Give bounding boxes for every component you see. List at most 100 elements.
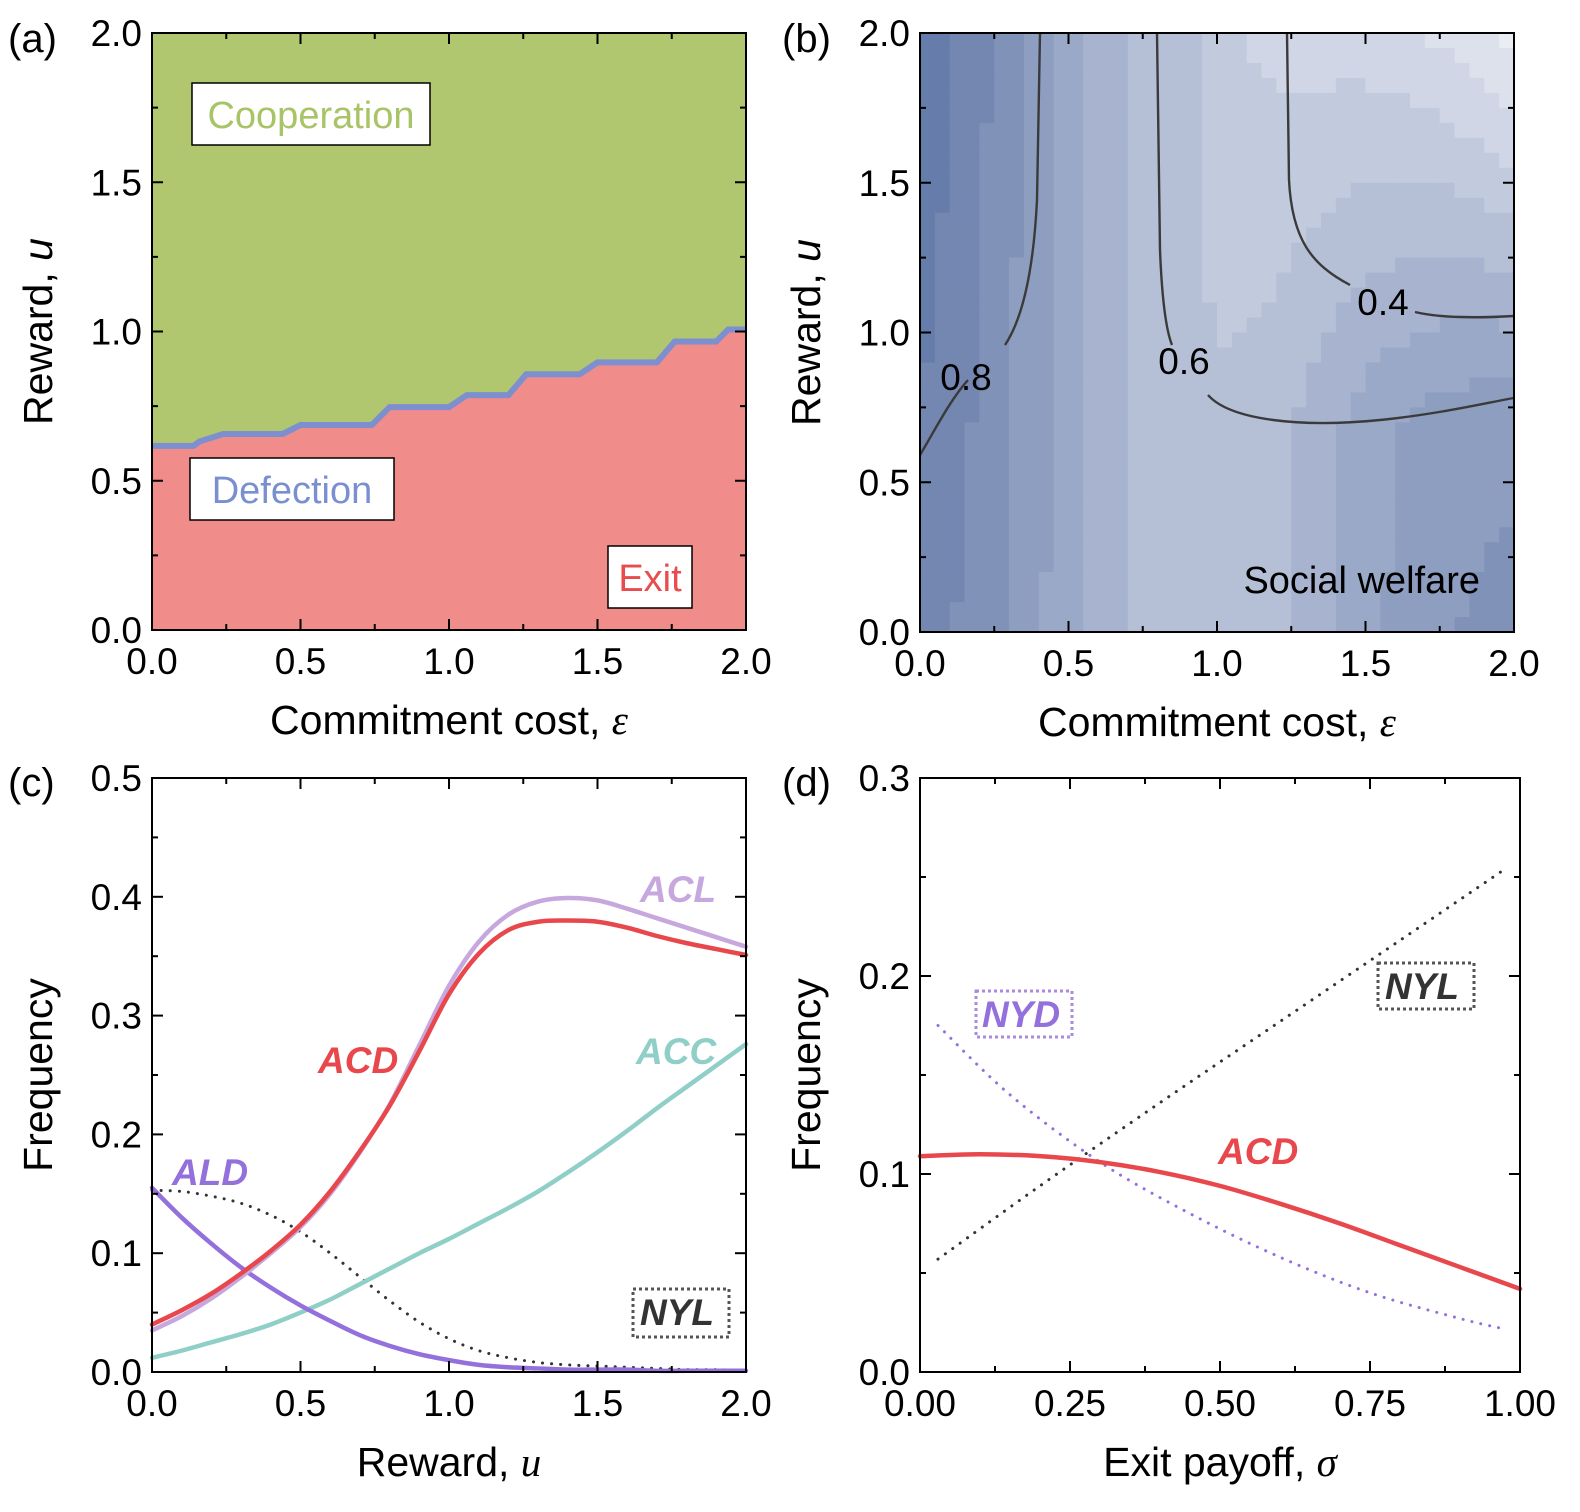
y-tick-label: 0.0: [91, 610, 142, 651]
heatmap-cell: [1246, 33, 1263, 49]
heatmap-cell: [1439, 197, 1456, 214]
heatmap-cell: [1380, 437, 1396, 453]
heatmap-cell: [1083, 587, 1099, 603]
heatmap-cell: [1261, 302, 1277, 319]
heatmap-cell: [1424, 92, 1441, 109]
heatmap-cell: [1320, 302, 1337, 319]
heatmap-cell: [1113, 362, 1129, 379]
heatmap-cell: [920, 257, 936, 274]
heatmap-cell: [1009, 452, 1025, 468]
heatmap-cell: [1320, 317, 1337, 334]
heatmap-cell: [1484, 347, 1500, 364]
heatmap-cell: [1068, 122, 1084, 139]
heatmap-cell: [1365, 182, 1381, 199]
heatmap-cell: [1395, 257, 1411, 274]
heatmap-cell: [1291, 167, 1307, 184]
heatmap-cell: [1424, 287, 1441, 304]
heatmap-cell: [1231, 287, 1248, 304]
heatmap-cell: [920, 602, 936, 618]
heatmap-cell: [949, 467, 966, 483]
heatmap-cell: [1157, 122, 1174, 139]
heatmap-cell: [1469, 152, 1485, 169]
heatmap-cell: [1202, 347, 1218, 364]
heatmap-cell: [1306, 257, 1322, 274]
heatmap-cell: [1410, 482, 1426, 498]
heatmap-cell: [1113, 167, 1129, 184]
heatmap-cell: [1380, 122, 1396, 139]
heatmap-cell: [1469, 62, 1485, 79]
heatmap-cell: [934, 392, 951, 408]
heatmap-cell: [1217, 452, 1233, 468]
heatmap-cell: [1142, 557, 1159, 573]
heatmap-cell: [1484, 422, 1500, 438]
heatmap-cell: [1454, 527, 1471, 543]
heatmap-cell: [979, 617, 995, 633]
heatmap-cell: [1172, 182, 1188, 199]
heatmap-cell: [934, 557, 951, 573]
label-box: [191, 82, 431, 146]
heatmap-cell: [1009, 212, 1025, 229]
heatmap-cell: [1202, 557, 1218, 573]
defection-label: Defection: [212, 470, 373, 512]
heatmap-cell: [1053, 587, 1070, 603]
heatmap-cell: [1306, 542, 1322, 558]
heatmap-cell: [920, 557, 936, 573]
heatmap-cell: [1202, 512, 1218, 528]
heatmap-cell: [1157, 542, 1174, 558]
heatmap-cell: [1469, 377, 1485, 393]
heatmap-cell: [1023, 122, 1040, 139]
heatmap-cell: [1098, 557, 1114, 573]
heatmap-cell: [1083, 407, 1099, 423]
heatmap-cell: [1202, 152, 1218, 169]
heatmap-cell: [1231, 242, 1248, 259]
heatmap-cell: [1276, 197, 1292, 214]
heatmap-cell: [1068, 362, 1084, 379]
heatmap-cell: [964, 212, 980, 229]
heatmap-cell: [1484, 377, 1500, 393]
heatmap-cell: [994, 317, 1010, 334]
heatmap-cell: [1484, 107, 1500, 124]
heatmap-cell: [1499, 617, 1515, 633]
heatmap-cell: [1261, 512, 1277, 528]
heatmap-cell: [1306, 557, 1322, 573]
heatmap-cell: [1320, 617, 1337, 633]
heatmap-cell: [1276, 422, 1292, 438]
heatmap-cell: [1484, 527, 1500, 543]
heatmap-cell: [1335, 407, 1352, 423]
heatmap-cell: [1246, 137, 1263, 154]
heatmap-cell: [1320, 287, 1337, 304]
heatmap-cell: [1053, 272, 1070, 289]
contour-label: 0.6: [1158, 341, 1209, 382]
y-tick-label: 0.2: [859, 956, 910, 997]
heatmap-cell: [949, 542, 966, 558]
label-box: [607, 545, 693, 609]
heatmap-cell: [1246, 92, 1263, 109]
heatmap-cell: [1202, 92, 1218, 109]
heatmap-cell: [1261, 362, 1277, 379]
heatmap-cell: [1306, 302, 1322, 319]
heatmap-cell: [1454, 182, 1471, 199]
heatmap-cell: [1484, 182, 1500, 199]
heatmap-cell: [1127, 242, 1144, 259]
heatmap-cell: [1023, 587, 1040, 603]
heatmap-cell: [1291, 317, 1307, 334]
heatmap-cell: [979, 377, 995, 393]
heatmap-cell: [1231, 392, 1248, 408]
heatmap-cell: [1023, 287, 1040, 304]
heatmap-cell: [1113, 317, 1129, 334]
heatmap-cell: [1023, 542, 1040, 558]
heatmap-cell: [979, 437, 995, 453]
heatmap-cell: [1142, 257, 1159, 274]
heatmap-cell: [1424, 347, 1441, 364]
heatmap-cell: [1306, 122, 1322, 139]
heatmap-cell: [1395, 452, 1411, 468]
heatmap-cell: [1246, 62, 1263, 79]
heatmap-cell: [1231, 227, 1248, 244]
heatmap-cell: [964, 512, 980, 528]
heatmap-cell: [1038, 332, 1055, 349]
y-axis-label-text: Frequency: [783, 978, 829, 1172]
heatmap-cell: [1350, 542, 1367, 558]
heatmap-cell: [1053, 377, 1070, 393]
heatmap-cell: [1350, 227, 1367, 244]
